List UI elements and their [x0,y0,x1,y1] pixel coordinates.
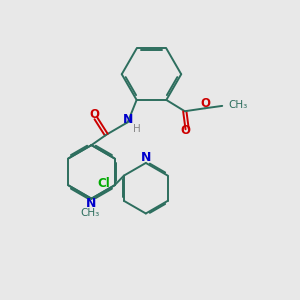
Text: N: N [141,152,152,164]
Text: CH₃: CH₃ [80,208,100,218]
Text: O: O [181,124,191,137]
Text: Cl: Cl [97,177,110,190]
Text: O: O [200,97,210,110]
Text: CH₃: CH₃ [229,100,248,110]
Text: N: N [122,113,133,126]
Text: O: O [89,108,99,121]
Text: N: N [86,197,96,210]
Text: H: H [133,124,141,134]
